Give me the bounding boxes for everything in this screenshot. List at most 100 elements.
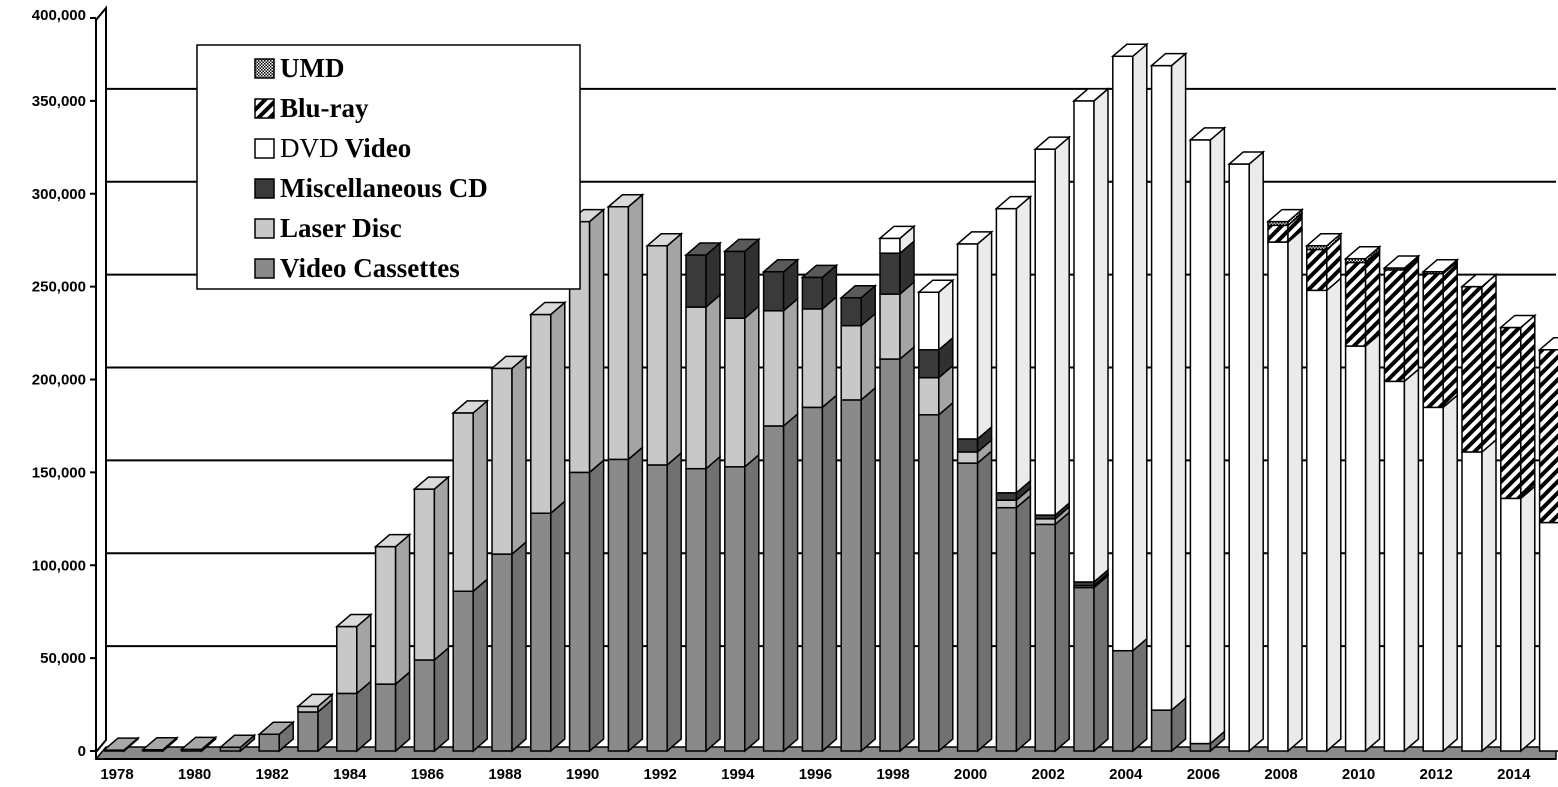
bar-segment-video-cassettes-1997 bbox=[840, 386, 876, 753]
bar-segment-miscellaneous-cd-1993 bbox=[685, 241, 721, 309]
bar-1999 bbox=[916, 278, 955, 753]
x-tick-label: 1980 bbox=[178, 766, 211, 783]
bar-2002 bbox=[1033, 135, 1072, 753]
bar-segment-video-cassettes-1995 bbox=[762, 412, 799, 753]
bar-segment-blu-ray-2014 bbox=[1500, 313, 1536, 501]
bar-1978 bbox=[101, 736, 141, 753]
x-tick-label: 2012 bbox=[1420, 766, 1453, 783]
bar-top-1994 bbox=[722, 238, 761, 253]
axes bbox=[90, 5, 107, 759]
bar-1982 bbox=[257, 720, 296, 753]
y-tick-label: 150,000 bbox=[32, 464, 86, 481]
x-tick-label: 1992 bbox=[644, 766, 677, 783]
legend-label-laser-disc: Laser Disc bbox=[280, 213, 402, 243]
bar-1990 bbox=[567, 207, 606, 753]
bar-top-2009 bbox=[1304, 233, 1343, 247]
x-tick-label: 1996 bbox=[799, 766, 832, 783]
x-tick-label: 1990 bbox=[566, 766, 599, 783]
bar-top-1985 bbox=[373, 533, 412, 548]
bar-segment-miscellaneous-cd-2000 bbox=[956, 425, 993, 454]
legend-swatch-umd bbox=[254, 58, 275, 79]
bar-top-2015 bbox=[1537, 337, 1558, 351]
bar-1980 bbox=[179, 735, 218, 753]
bar-segment-laser-disc-1987 bbox=[452, 399, 488, 593]
bar-2008 bbox=[1265, 207, 1305, 753]
bar-2015 bbox=[1537, 337, 1558, 752]
bar-segment-laser-disc-1996 bbox=[801, 295, 838, 409]
bar-segment-laser-disc-1992 bbox=[646, 232, 682, 467]
legend-box bbox=[196, 44, 581, 290]
y-tick-label: 350,000 bbox=[32, 93, 86, 110]
bar-1988 bbox=[489, 354, 529, 753]
bar-segment-laser-disc-1994 bbox=[724, 304, 760, 469]
bar-top-2006 bbox=[1188, 127, 1227, 141]
bar-top-2013 bbox=[1459, 273, 1499, 288]
bar-top-1991 bbox=[606, 194, 645, 208]
bar-segment-miscellaneous-cd-1996 bbox=[801, 263, 838, 311]
legend-swatch-dvd-video bbox=[254, 138, 275, 159]
bar-top-1988 bbox=[489, 355, 529, 370]
x-tick-label: 2010 bbox=[1342, 766, 1375, 783]
bar-top-1978 bbox=[101, 737, 141, 751]
legend-label-video-cassettes: Video Cassettes bbox=[280, 253, 460, 283]
legend-swatch-blu-ray bbox=[254, 98, 275, 119]
bar-1985 bbox=[373, 533, 412, 753]
y-tick-label: 0 bbox=[78, 743, 86, 760]
bar-top-2001 bbox=[994, 195, 1033, 210]
y-tick-label: 100,000 bbox=[32, 557, 86, 574]
bar-segment-video-cassettes-2001 bbox=[995, 494, 1032, 753]
bar-top-1981 bbox=[218, 734, 257, 749]
bar-top-1984 bbox=[334, 613, 373, 628]
bar-segment-video-cassettes-1992 bbox=[646, 451, 682, 753]
y-tick-label: 250,000 bbox=[32, 279, 86, 296]
x-tick-label: 1988 bbox=[488, 766, 521, 783]
y-tick-label: 400,000 bbox=[32, 7, 86, 24]
bar-top-2007 bbox=[1227, 151, 1266, 165]
bar-segment-video-cassettes-1994 bbox=[724, 453, 760, 753]
bar-2000 bbox=[955, 230, 994, 753]
bar-segment-video-cassettes-2002 bbox=[1034, 510, 1070, 753]
bar-top-2008 bbox=[1265, 208, 1305, 223]
bar-segment-laser-disc-1989 bbox=[530, 300, 566, 515]
bar-1986 bbox=[412, 475, 451, 753]
bar-top-2003 bbox=[1071, 88, 1111, 102]
bar-2009 bbox=[1304, 232, 1343, 753]
bar-top-1983 bbox=[295, 693, 335, 708]
bar-top-1995 bbox=[761, 259, 800, 273]
bar-2012 bbox=[1421, 258, 1460, 753]
bar-segment-video-cassettes-1988 bbox=[491, 540, 527, 753]
bar-2014 bbox=[1498, 313, 1537, 753]
bar-top-2000 bbox=[955, 231, 994, 245]
bar-2006 bbox=[1188, 126, 1227, 753]
y-tick-label: 200,000 bbox=[32, 372, 86, 389]
x-tick-label: 2004 bbox=[1109, 766, 1143, 783]
legend-swatch-video-cassettes bbox=[254, 258, 275, 279]
x-tick-label: 2008 bbox=[1264, 766, 1297, 783]
bar-segment-laser-disc-1993 bbox=[685, 293, 721, 471]
bar-segment-dvd-video-2000 bbox=[956, 230, 993, 441]
bar-top-1980 bbox=[179, 736, 218, 751]
bar-1997 bbox=[839, 284, 878, 753]
bar-1995 bbox=[761, 258, 800, 753]
bar-segment-blu-ray-2011 bbox=[1383, 256, 1420, 383]
bar-2010 bbox=[1343, 245, 1382, 753]
bar-top-2011 bbox=[1382, 255, 1421, 269]
bar-segment-video-cassettes-2003 bbox=[1073, 573, 1109, 753]
bar-segment-video-cassettes-1996 bbox=[801, 393, 838, 753]
bar-top-2002 bbox=[1033, 136, 1072, 150]
bar-segment-video-cassettes-2000 bbox=[956, 449, 993, 753]
bar-segment-laser-disc-1997 bbox=[840, 312, 876, 402]
bar-top-1993 bbox=[683, 242, 723, 256]
bar-top-2012 bbox=[1421, 259, 1460, 273]
bar-segment-dvd-video-2013 bbox=[1461, 438, 1497, 753]
bar-1989 bbox=[528, 300, 567, 753]
left-wall bbox=[95, 5, 107, 755]
bar-segment-dvd-video-2011 bbox=[1383, 367, 1420, 753]
bar-segment-laser-disc-1988 bbox=[491, 354, 527, 556]
bar-2013 bbox=[1459, 272, 1499, 753]
bar-segment-video-cassettes-1983 bbox=[297, 698, 333, 753]
bar-segment-video-cassettes-1991 bbox=[607, 445, 644, 753]
bar-segment-blu-ray-2013 bbox=[1461, 272, 1497, 454]
bar-top-2004 bbox=[1110, 43, 1149, 58]
